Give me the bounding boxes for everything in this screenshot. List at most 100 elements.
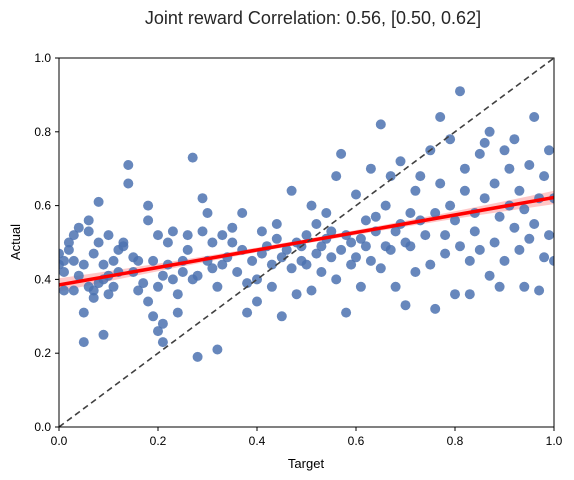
- scatter-point: [365, 163, 376, 174]
- scatter-point: [316, 267, 327, 277]
- scatter-point: [459, 185, 470, 196]
- scatter-point: [514, 244, 525, 255]
- scatter-point: [73, 270, 84, 281]
- scatter-point: [360, 215, 371, 226]
- scatter-point: [207, 263, 218, 274]
- scatter-point: [187, 152, 198, 163]
- scatter-point: [143, 296, 154, 307]
- scatter-point: [93, 196, 104, 207]
- scatter-point: [123, 160, 134, 170]
- scatter-point: [494, 281, 505, 292]
- scatter-point: [192, 351, 203, 362]
- y-tick-label: 0.6: [34, 199, 51, 213]
- scatter-point: [445, 134, 456, 145]
- scatter-point: [355, 281, 366, 292]
- scatter-point: [197, 226, 208, 237]
- scatter-point: [276, 311, 287, 322]
- scatter-point: [464, 255, 475, 266]
- scatter-point: [133, 255, 144, 266]
- scatter-point: [445, 200, 456, 211]
- scatter-point: [227, 222, 238, 233]
- scatter-point: [544, 230, 554, 241]
- scatter-point: [286, 263, 297, 274]
- scatter-point: [435, 178, 446, 189]
- scatter-point: [499, 255, 510, 266]
- chart-title: Joint reward Correlation: 0.56, [0.50, 0…: [145, 8, 481, 28]
- scatter-point: [83, 215, 94, 226]
- x-axis-label: Target: [288, 456, 325, 471]
- scatter-point: [182, 244, 193, 255]
- scatter-point: [118, 237, 129, 248]
- scatter-point: [360, 241, 371, 252]
- y-tick-label: 0.0: [34, 420, 51, 434]
- scatter-point: [153, 326, 163, 337]
- scatter-point: [88, 292, 99, 303]
- scatter-point: [509, 222, 520, 233]
- scatter-point: [410, 185, 421, 196]
- scatter-point: [73, 222, 84, 233]
- scatter-point: [207, 237, 218, 248]
- scatter-point: [123, 178, 134, 189]
- scatter-point: [281, 244, 292, 255]
- scatter-point: [336, 148, 347, 159]
- plot-frame: [58, 57, 555, 428]
- scatter-point: [133, 285, 144, 296]
- scatter-point: [341, 307, 352, 318]
- scatter-point: [148, 255, 159, 266]
- scatter-point: [148, 311, 159, 322]
- scatter-point: [271, 219, 282, 229]
- scatter-point: [108, 255, 119, 266]
- scatter-point: [78, 307, 89, 318]
- scatter-point: [375, 263, 386, 274]
- scatter-point: [157, 270, 168, 281]
- scatter-point: [167, 274, 178, 285]
- scatter-point: [440, 230, 451, 241]
- scatter-point: [524, 160, 535, 170]
- scatter-point: [83, 226, 94, 237]
- scatter-point: [514, 185, 525, 196]
- scatter-point: [430, 303, 441, 314]
- scatter-point: [291, 289, 302, 300]
- scatter-point: [365, 255, 376, 266]
- scatter-point: [217, 259, 228, 270]
- scatter-point: [489, 237, 500, 248]
- scatter-point: [331, 171, 342, 182]
- scatter-point: [202, 208, 213, 218]
- scatter-point: [63, 237, 74, 248]
- scatter-point: [455, 241, 465, 252]
- x-tick-label: 0.0: [51, 434, 68, 448]
- scatter-point: [162, 237, 173, 248]
- scatter-point: [286, 185, 297, 196]
- scatter-point: [346, 259, 357, 270]
- scatter-point: [390, 226, 401, 237]
- x-axis: 0.0 0.2 0.4 0.6 0.8 1.0: [51, 427, 563, 448]
- scatter-point: [321, 208, 332, 218]
- x-tick-label: 0.2: [150, 434, 167, 448]
- scatter-point: [306, 285, 317, 296]
- x-tick-label: 1.0: [546, 434, 563, 448]
- scatter-point: [524, 233, 535, 244]
- scatter-point: [390, 281, 401, 292]
- scatter-point: [455, 86, 465, 97]
- scatter-point: [494, 211, 505, 222]
- scatter-point: [336, 244, 347, 255]
- scatter-point: [63, 244, 74, 255]
- y-tick-label: 1.0: [34, 51, 51, 65]
- scatter-point: [157, 337, 168, 348]
- scatter-point: [400, 300, 411, 311]
- scatter-point: [311, 219, 322, 229]
- scatter-point: [459, 163, 470, 174]
- scatter-point: [346, 237, 357, 248]
- scatter-point: [172, 289, 183, 300]
- scatter-point: [534, 285, 545, 296]
- scatter-point: [430, 208, 441, 218]
- scatter-point: [435, 112, 446, 122]
- scatter-point: [355, 233, 366, 244]
- scatter-point: [78, 259, 89, 270]
- scatter-point: [68, 230, 79, 241]
- scatter-point: [301, 230, 312, 241]
- regression-line: [59, 195, 554, 287]
- scatter-point: [385, 171, 396, 182]
- scatter-point: [93, 237, 104, 248]
